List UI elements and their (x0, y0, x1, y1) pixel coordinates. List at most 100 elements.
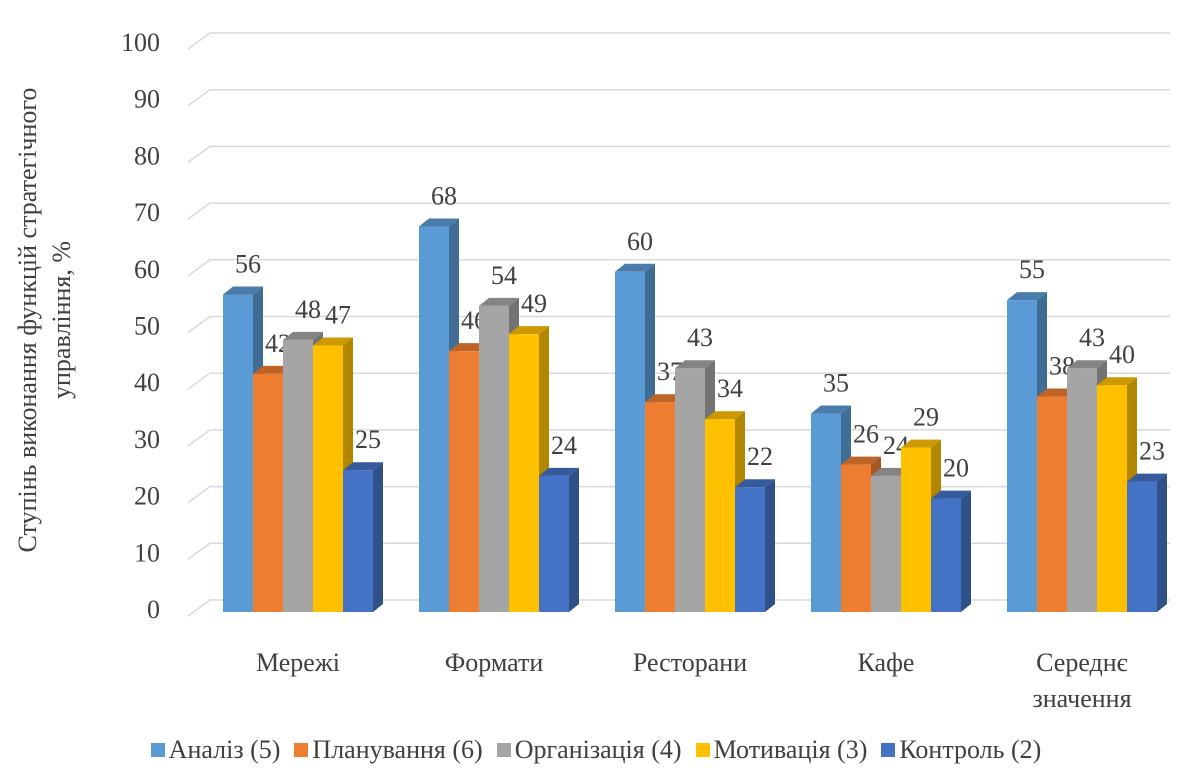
bar-front (449, 351, 479, 612)
x-tick-label: Мережі (255, 648, 341, 677)
grid-line (187, 315, 1170, 334)
data-label: 47 (325, 300, 351, 329)
bar (735, 479, 775, 612)
x-tick-label: Кафе (857, 648, 915, 677)
y-tick-label: 90 (134, 85, 160, 114)
bar-front (675, 368, 705, 612)
data-label: 20 (943, 454, 969, 483)
grid-line (187, 32, 1170, 50)
bar-side (961, 490, 971, 612)
bar-front (1127, 481, 1157, 612)
data-label: 60 (627, 227, 653, 256)
legend-label: Мотивація (3) (713, 735, 868, 764)
x-tick-label: Середнє значення (1032, 648, 1132, 713)
x-tick-label: Ресторани (632, 648, 748, 677)
legend-item: Контроль (2) (881, 735, 1041, 765)
bar-front (931, 498, 961, 612)
bar (1127, 473, 1167, 612)
data-label: 26 (853, 420, 879, 449)
bar-top (313, 337, 353, 346)
bar-top (841, 456, 881, 465)
bar-front (1007, 300, 1037, 612)
bar-front (735, 487, 765, 612)
bar-top (1127, 473, 1167, 482)
bar-top (539, 467, 579, 476)
data-label: 43 (687, 323, 713, 352)
legend-label: Аналіз (5) (168, 735, 281, 764)
bar-top (223, 286, 263, 295)
bar-front (901, 447, 931, 612)
bar-front (645, 402, 675, 612)
grid-line (187, 145, 1170, 164)
data-label: 49 (521, 289, 547, 318)
legend-label: Організація (4) (514, 735, 682, 764)
bar-front (343, 470, 373, 612)
bar-side (373, 462, 383, 612)
legend: Аналіз (5) Планування (6) Організація (4) М… (0, 735, 1192, 765)
bar-top (931, 490, 971, 499)
x-tick-label: Формати (444, 648, 544, 677)
bar-front (615, 271, 645, 612)
bar-top (509, 326, 549, 335)
y-tick-label: 80 (134, 141, 160, 170)
legend-label: Контроль (2) (899, 735, 1042, 764)
legend-swatch (294, 743, 309, 757)
bar-top (675, 360, 715, 369)
data-label: 54 (491, 261, 517, 290)
y-tick-label: 20 (134, 482, 160, 511)
bar-front (313, 345, 343, 612)
data-label: 24 (551, 431, 577, 460)
bar-front (841, 464, 871, 612)
bar-front (871, 475, 901, 612)
bar-front (253, 373, 283, 612)
legend-item: Планування (6) (294, 735, 483, 765)
bar-top (1097, 377, 1137, 386)
bar (1067, 360, 1107, 612)
bar (539, 467, 579, 612)
grid-line (187, 259, 1170, 277)
bar-top (705, 411, 745, 420)
y-tick-label: 100 (121, 28, 160, 57)
data-label: 56 (235, 249, 261, 278)
bar-top (735, 479, 775, 488)
y-tick-label: 60 (134, 255, 160, 284)
data-label: 29 (913, 403, 939, 432)
data-label: 68 (431, 181, 457, 210)
bar-front (1067, 368, 1097, 612)
bar-front (419, 226, 449, 612)
legend-item: Мотивація (3) (695, 735, 868, 765)
legend-item: Аналіз (5) (150, 735, 281, 765)
data-label: 22 (747, 442, 773, 471)
data-label: 48 (295, 295, 321, 324)
bar (901, 439, 941, 612)
legend-label: Планування (6) (312, 735, 483, 764)
bar-front (539, 475, 569, 612)
bar-front (1037, 396, 1067, 612)
bar-side (1157, 473, 1167, 612)
bar-front (509, 334, 539, 612)
data-label: 23 (1139, 437, 1165, 466)
bar-top (283, 331, 323, 340)
y-tick-label: 70 (134, 198, 160, 227)
bar-front (1097, 385, 1127, 612)
bar-front (811, 413, 841, 612)
data-label: 34 (717, 374, 743, 403)
bar (343, 462, 383, 612)
bar-side (569, 467, 579, 612)
bar-front (479, 305, 509, 612)
bar-top (419, 218, 459, 227)
bar-side (765, 479, 775, 612)
grid-line (187, 372, 1170, 390)
bar-top (1067, 360, 1107, 369)
legend-swatch (881, 743, 896, 757)
bar-top (479, 297, 519, 306)
bar-top (1007, 292, 1047, 301)
bar-top (811, 405, 851, 414)
grid-line (187, 88, 1170, 107)
data-label: 35 (823, 369, 849, 398)
data-label: 43 (1079, 323, 1105, 352)
bar-top (615, 263, 655, 272)
legend-swatch (496, 743, 511, 757)
